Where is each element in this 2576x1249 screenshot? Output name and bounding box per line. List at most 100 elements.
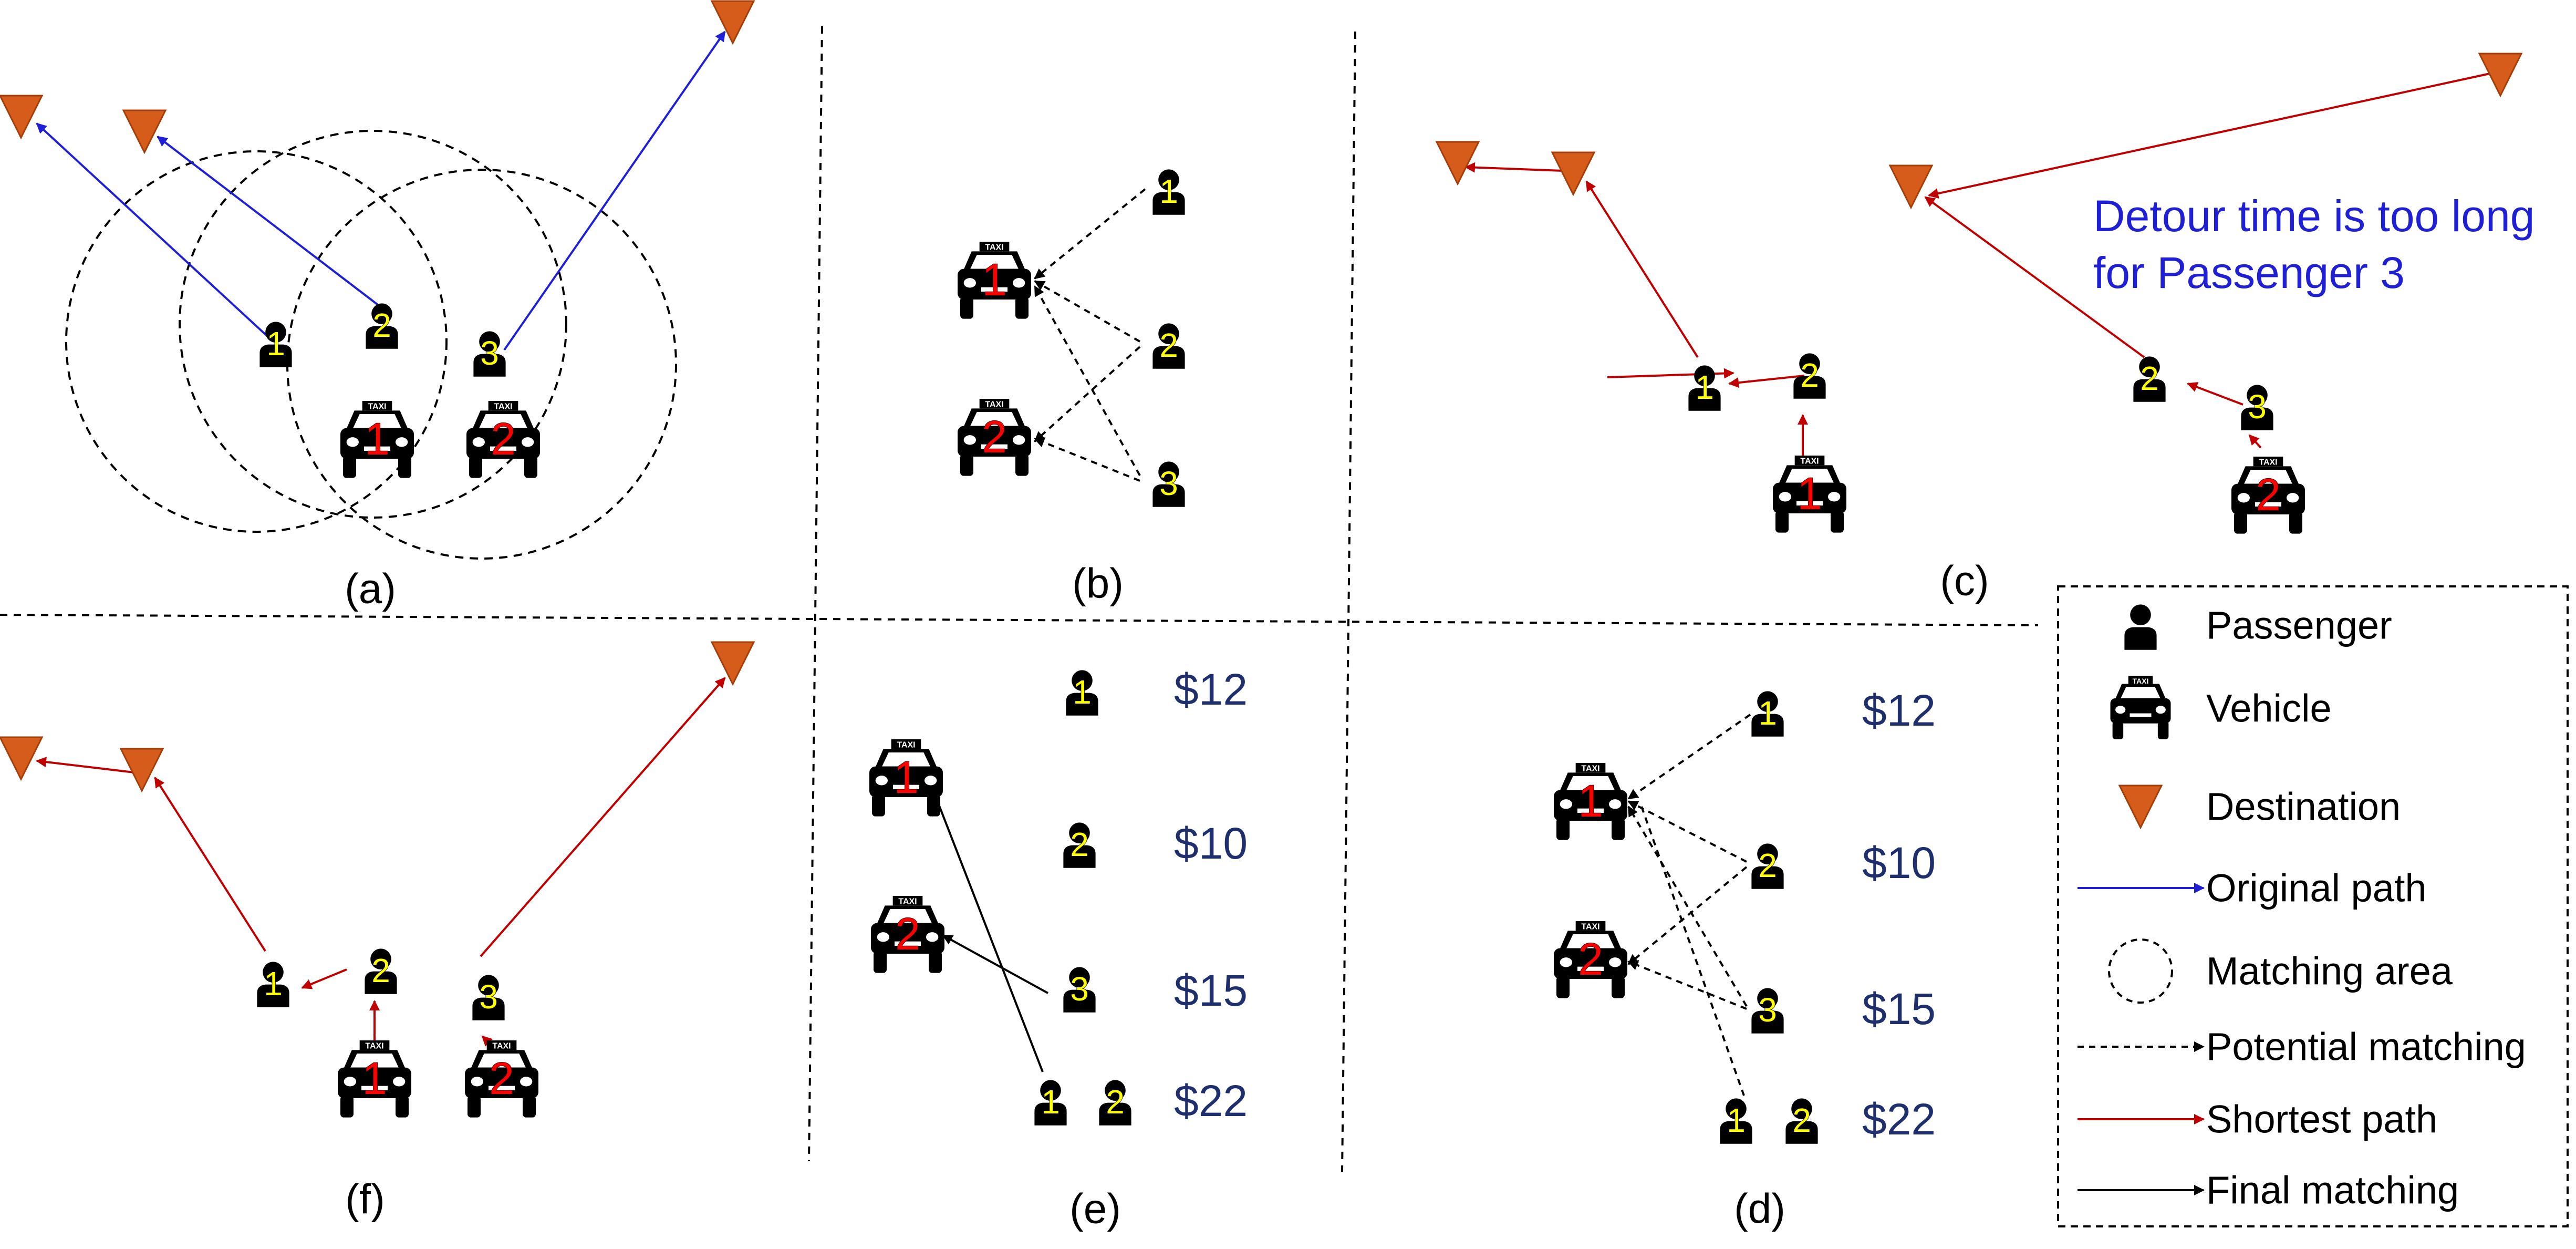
- taxi-sign: TAXI: [897, 741, 915, 750]
- potential-match-p1-v1: [1627, 714, 1751, 800]
- passenger-1: 1: [257, 962, 289, 1007]
- vehicle-number: 1: [1578, 776, 1603, 827]
- passenger-1: 1: [1751, 691, 1784, 737]
- vehicle-1: TAXI 1: [340, 401, 414, 478]
- passenger-number: 2: [1758, 847, 1777, 884]
- taxi-sign: TAXI: [1581, 923, 1599, 932]
- passenger-number: 3: [479, 978, 498, 1016]
- legend-item-red-arrow: Shortest path: [2078, 1098, 2437, 1141]
- divider-vertical-1: [808, 26, 823, 1162]
- panel-labels: (a) (b) (c) (d) (e) (f): [345, 558, 1989, 1232]
- passenger-number: 1: [264, 965, 283, 1003]
- taxi-sign: TAXI: [492, 1042, 511, 1051]
- price-2: $10: [1862, 838, 1936, 887]
- legend-label: Potential matching: [2206, 1025, 2526, 1069]
- passenger-1: 1: [1688, 365, 1721, 411]
- legend-label: Shortest path: [2206, 1098, 2437, 1141]
- passenger-1-shared: 1: [1034, 1080, 1067, 1126]
- passenger-number: 2: [1106, 1083, 1125, 1121]
- taxi-sign: TAXI: [365, 1042, 383, 1051]
- panel-label-c: (c): [1940, 558, 1989, 604]
- price-3: $15: [1862, 984, 1936, 1034]
- taxi-sign: TAXI: [985, 243, 1003, 252]
- destination-icon: [122, 109, 167, 153]
- original-path-2: [157, 136, 387, 312]
- legend-label: Matching area: [2206, 949, 2453, 993]
- detour-note-line2: for Passenger 3: [2093, 248, 2405, 297]
- passenger-2: 2: [366, 303, 398, 349]
- taxi-sign: TAXI: [1581, 765, 1599, 773]
- vehicle-number: 2: [491, 414, 516, 464]
- legend-label: Destination: [2206, 785, 2401, 829]
- vehicle-number: 1: [362, 1054, 387, 1104]
- vehicle-1: TAXI 1: [1773, 456, 1846, 533]
- shortest-path-p2-d2: [1924, 196, 2145, 358]
- passenger-3: 3: [473, 331, 506, 377]
- legend-item-vehicle: TAXI Vehicle: [2110, 676, 2332, 739]
- potential-match-p3-v1: [1034, 285, 1141, 476]
- shortest-path-p3-d3: [480, 677, 726, 957]
- panel-label-a: (a): [345, 565, 396, 612]
- final-match-p12-v1: [931, 788, 1044, 1072]
- passenger-number: 3: [2248, 388, 2267, 426]
- passenger-3: 3: [1751, 988, 1784, 1034]
- vehicle-number: 2: [489, 1054, 514, 1104]
- passenger-number: 1: [1695, 368, 1714, 406]
- final-match-p3-v2: [942, 934, 1048, 994]
- vehicle-number: 2: [982, 412, 1007, 462]
- legend-item-black-arrow: Final matching: [2078, 1169, 2459, 1212]
- destination-icon: [0, 736, 43, 780]
- passenger-number: 2: [2140, 359, 2159, 397]
- passenger-1: 1: [1066, 670, 1098, 716]
- passenger-2: 2: [2133, 356, 2166, 402]
- panel-label-d: (d): [1734, 1185, 1785, 1232]
- passenger-number: 3: [1159, 464, 1178, 502]
- passenger-2: 2: [1063, 822, 1096, 868]
- passenger-number: 2: [1159, 326, 1178, 364]
- detour-note: Detour time is too long for Passenger 3: [2093, 191, 2535, 297]
- panel-label-f: (f): [345, 1176, 385, 1223]
- shortest-path-v2-p3: [2248, 434, 2262, 449]
- legend-item-passenger: Passenger: [2124, 604, 2392, 650]
- vehicle-1: TAXI 1: [958, 242, 1031, 319]
- vehicle-1: TAXI 1: [1554, 763, 1627, 840]
- destination-icon: [1551, 151, 1595, 195]
- passenger-number: 2: [372, 306, 391, 344]
- matching-area-1: [65, 150, 448, 533]
- detour-note-line1: Detour time is too long: [2093, 191, 2535, 241]
- potential-match-p2-v1: [1034, 280, 1140, 343]
- passenger-1: 1: [1152, 169, 1185, 215]
- vehicle-1: TAXI 1: [869, 739, 943, 817]
- shortest-path-d2-d1: [36, 757, 134, 773]
- potential-match-p3-v1: [1627, 806, 1748, 1007]
- vehicle-2: TAXI 2: [2231, 457, 2305, 534]
- dashed-circle-icon: [2108, 938, 2173, 1004]
- passenger-2-shared: 2: [1099, 1080, 1131, 1126]
- passenger-3: 3: [472, 975, 505, 1020]
- taxi-sign: TAXI: [368, 402, 386, 411]
- passenger-number: 2: [1800, 356, 1819, 394]
- potential-match-p1-v1: [1034, 188, 1146, 280]
- price-3: $15: [1174, 966, 1248, 1015]
- price-4: $22: [1862, 1095, 1936, 1144]
- potential-match-p2-v2: [1627, 866, 1748, 965]
- legend-label: Vehicle: [2206, 687, 2332, 730]
- passenger-1: 1: [259, 322, 292, 367]
- destination-icon: [0, 95, 43, 139]
- shortest-path-p2-p1: [301, 968, 347, 989]
- potential-match-p2-v2: [1034, 346, 1141, 442]
- taxi-sign: TAXI: [985, 400, 1003, 409]
- passenger-3: 3: [2241, 385, 2273, 430]
- potential-match-p3-v2: [1034, 437, 1140, 482]
- passenger-3: 3: [1063, 967, 1096, 1013]
- vehicle-number: 1: [1797, 469, 1822, 519]
- potential-match-p3-v2: [1627, 960, 1747, 1010]
- legend: Passenger TAXI Vehicle Destination Original …: [2057, 585, 2569, 1227]
- shortest-path-d1-d0: [1464, 162, 1563, 173]
- passenger-3: 3: [1152, 461, 1185, 507]
- legend-item-destination: Destination: [2118, 785, 2401, 829]
- passenger-number: 2: [1070, 825, 1089, 863]
- vehicle-number: 2: [2256, 470, 2281, 520]
- destination-icon: [711, 641, 755, 685]
- matching-area-2: [179, 130, 567, 519]
